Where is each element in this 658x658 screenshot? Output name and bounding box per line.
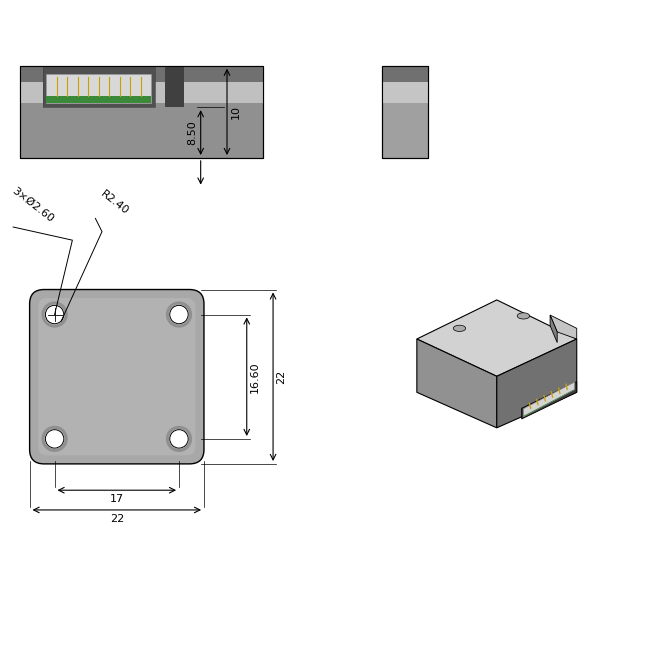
Bar: [46, 96, 151, 103]
Ellipse shape: [453, 325, 466, 332]
Text: 22: 22: [110, 514, 124, 524]
Polygon shape: [550, 315, 577, 339]
Bar: [43, 66, 155, 107]
Text: 22: 22: [276, 370, 287, 384]
Bar: [382, 66, 428, 158]
Bar: [20, 66, 263, 158]
Bar: [20, 66, 263, 82]
Bar: [20, 66, 263, 103]
Ellipse shape: [517, 313, 530, 319]
Circle shape: [45, 305, 64, 324]
FancyBboxPatch shape: [30, 290, 204, 464]
FancyBboxPatch shape: [38, 298, 195, 455]
Text: 8.50: 8.50: [187, 120, 197, 145]
Bar: [46, 74, 151, 103]
Circle shape: [170, 430, 188, 448]
Polygon shape: [417, 339, 497, 428]
Bar: [382, 66, 428, 82]
Bar: [382, 66, 428, 103]
Bar: [382, 66, 428, 158]
Circle shape: [42, 426, 67, 451]
Circle shape: [166, 302, 191, 327]
Text: 16.60: 16.60: [250, 361, 261, 393]
Circle shape: [166, 426, 191, 451]
Text: 10: 10: [230, 105, 241, 119]
Circle shape: [45, 430, 64, 448]
Polygon shape: [524, 389, 574, 417]
Circle shape: [42, 302, 67, 327]
Bar: [20, 66, 263, 158]
Circle shape: [170, 305, 188, 324]
Text: 3×Ø2.60: 3×Ø2.60: [10, 185, 55, 224]
Bar: [164, 66, 184, 107]
Polygon shape: [417, 300, 577, 376]
Text: 17: 17: [110, 494, 124, 505]
Polygon shape: [497, 339, 577, 428]
Polygon shape: [524, 382, 574, 417]
Polygon shape: [522, 382, 577, 419]
Polygon shape: [550, 315, 557, 343]
Bar: [43, 66, 155, 107]
Text: R2.40: R2.40: [99, 188, 130, 216]
